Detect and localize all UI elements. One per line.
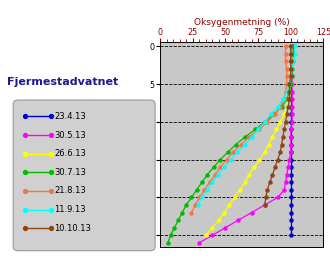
Text: 11.9.13: 11.9.13 [54, 205, 86, 214]
Text: Fjermestadvatnet: Fjermestadvatnet [7, 77, 118, 87]
Text: 10.10.13: 10.10.13 [54, 224, 91, 233]
Text: 23.4.13: 23.4.13 [54, 112, 86, 121]
Text: 21.8.13: 21.8.13 [54, 187, 86, 195]
X-axis label: Oksygenmetning (%): Oksygenmetning (%) [194, 18, 290, 27]
Text: 26.6.13: 26.6.13 [54, 149, 86, 158]
Text: 30.5.13: 30.5.13 [54, 131, 86, 139]
Text: 30.7.13: 30.7.13 [54, 168, 86, 177]
